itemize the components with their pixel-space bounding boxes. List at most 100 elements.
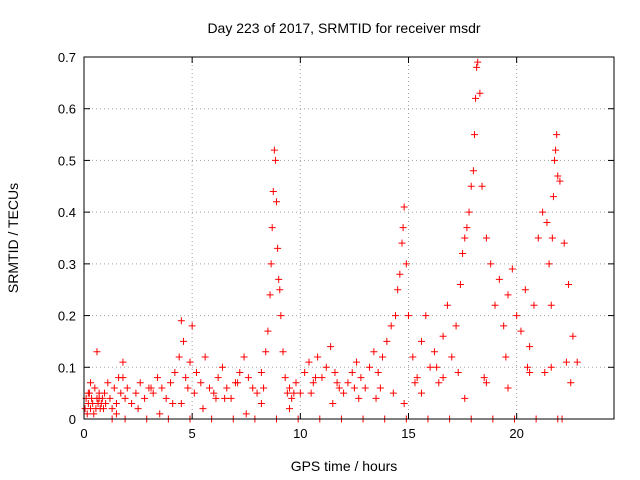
- data-point: [439, 374, 447, 382]
- data-point: [329, 399, 337, 407]
- data-point: [335, 384, 343, 392]
- data-point: [270, 146, 278, 154]
- y-tick-label: 0.6: [58, 102, 76, 117]
- data-point: [526, 368, 534, 376]
- data-point: [541, 368, 549, 376]
- data-point: [210, 389, 218, 397]
- data-point: [517, 327, 525, 335]
- data-point: [340, 389, 348, 397]
- data-point: [467, 182, 475, 190]
- data-point: [333, 379, 341, 387]
- x-tick-label: 20: [509, 426, 523, 441]
- data-point: [398, 239, 406, 247]
- data-point: [242, 410, 250, 418]
- data-point: [456, 281, 464, 289]
- data-point: [309, 379, 317, 387]
- data-point: [469, 167, 477, 175]
- data-point: [523, 363, 531, 371]
- data-point: [121, 394, 129, 402]
- data-point: [262, 348, 270, 356]
- data-point: [266, 291, 274, 299]
- data-point: [305, 358, 313, 366]
- data-point: [461, 394, 469, 402]
- data-point: [86, 379, 94, 387]
- data-point: [404, 312, 412, 320]
- data-point: [106, 394, 114, 402]
- data-point: [526, 343, 534, 351]
- data-point: [190, 389, 198, 397]
- data-point: [292, 379, 300, 387]
- data-point: [439, 332, 447, 340]
- data-point: [530, 301, 538, 309]
- data-point: [271, 156, 279, 164]
- data-point: [132, 389, 140, 397]
- data-point: [521, 286, 529, 294]
- data-point: [430, 348, 438, 356]
- data-point: [372, 394, 380, 402]
- data-point: [502, 353, 510, 361]
- data-point: [394, 286, 402, 294]
- data-point: [84, 389, 92, 397]
- data-point: [480, 374, 488, 382]
- data-point: [110, 384, 118, 392]
- data-point: [108, 405, 116, 413]
- x-tick-label: 5: [189, 426, 196, 441]
- data-point: [290, 389, 298, 397]
- data-point: [461, 234, 469, 242]
- data-point: [171, 368, 179, 376]
- data-point: [276, 286, 284, 294]
- data-point: [470, 131, 478, 139]
- data-point: [93, 348, 101, 356]
- data-point: [552, 146, 560, 154]
- y-tick-label: 0.4: [58, 205, 76, 220]
- data-point: [257, 368, 265, 376]
- data-point: [244, 374, 252, 382]
- data-point: [260, 384, 268, 392]
- data-point: [184, 384, 192, 392]
- data-point: [234, 379, 242, 387]
- data-point: [482, 379, 490, 387]
- data-point: [83, 410, 91, 418]
- axis-ticks: [83, 56, 614, 420]
- data-point: [249, 384, 257, 392]
- data-point: [379, 353, 387, 361]
- data-point: [112, 399, 120, 407]
- data-point: [156, 410, 164, 418]
- data-point: [553, 131, 561, 139]
- data-point: [119, 374, 127, 382]
- data-point: [473, 63, 481, 71]
- data-point: [214, 374, 222, 382]
- data-point: [474, 58, 482, 66]
- y-tick-label: 0.1: [58, 360, 76, 375]
- data-point: [350, 384, 358, 392]
- data-point: [267, 260, 275, 268]
- data-point: [508, 265, 516, 273]
- data-point: [551, 156, 559, 164]
- data-point: [422, 312, 430, 320]
- data-point: [327, 343, 335, 351]
- data-point: [141, 394, 149, 402]
- data-point: [547, 301, 555, 309]
- data-point: [463, 224, 471, 232]
- y-axis-title: SRMTID / TECUs: [5, 183, 21, 293]
- data-point: [399, 224, 407, 232]
- data-point: [257, 399, 265, 407]
- data-point: [348, 368, 356, 376]
- data-point: [175, 353, 183, 361]
- data-point: [513, 312, 521, 320]
- data-point: [199, 405, 207, 413]
- data-point: [478, 182, 486, 190]
- data-point: [452, 322, 460, 330]
- y-tick-label: 0.7: [58, 50, 76, 65]
- data-point: [301, 368, 309, 376]
- data-point: [268, 224, 276, 232]
- data-point: [318, 374, 326, 382]
- data-point: [182, 374, 190, 382]
- data-point: [448, 353, 456, 361]
- data-point: [112, 410, 120, 418]
- data-point: [353, 358, 361, 366]
- data-point: [197, 379, 205, 387]
- data-point: [307, 389, 315, 397]
- data-points: [81, 58, 581, 423]
- data-point: [218, 363, 226, 371]
